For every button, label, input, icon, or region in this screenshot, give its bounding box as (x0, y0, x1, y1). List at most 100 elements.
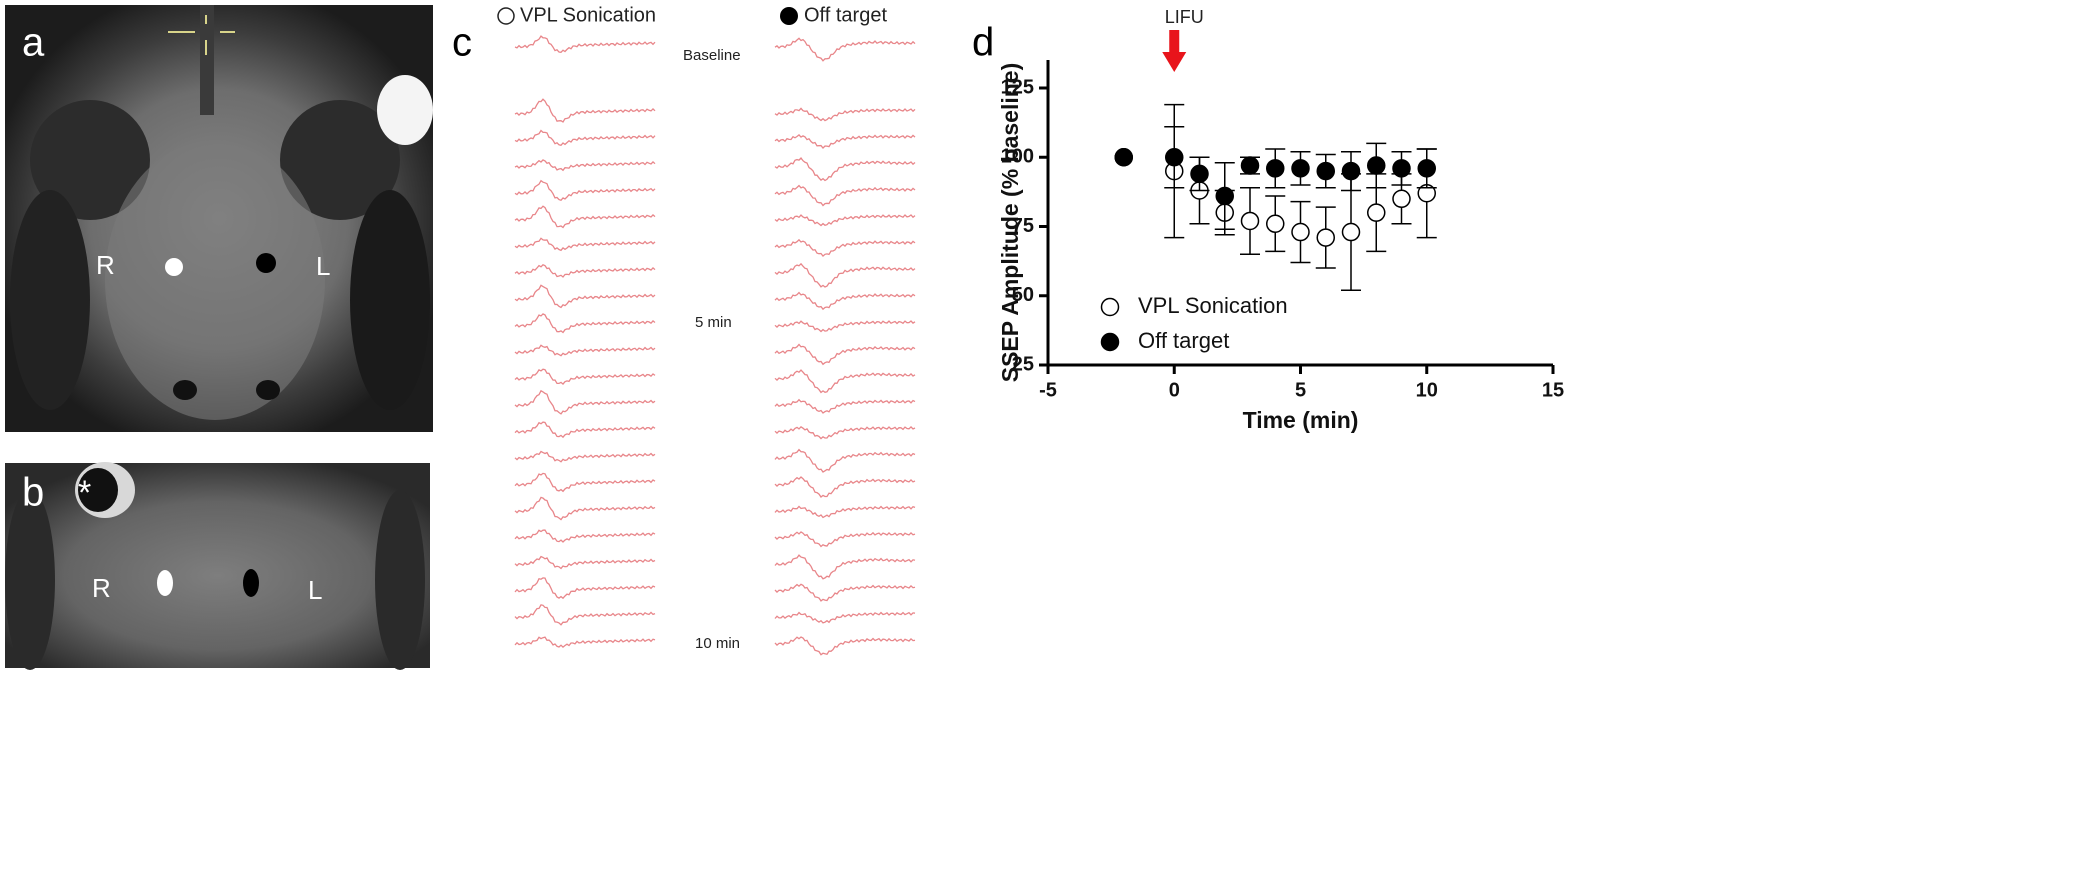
trace (514, 555, 656, 570)
point (1392, 189, 1411, 209)
point (1367, 203, 1386, 222)
point (1341, 222, 1361, 242)
trace (514, 98, 656, 123)
trace (774, 476, 916, 498)
trace (774, 398, 916, 414)
x-tick-label: 15 (1542, 379, 1564, 401)
legend-label: Off target (804, 4, 887, 26)
legend-label: VPL Sonication (1138, 293, 1288, 318)
chart: 25 50 75 100 125 -5 0 5 10 15 Time (min) SSEP Ampli… (997, 7, 1564, 433)
trace (514, 496, 656, 521)
y-tick-label: 75 (1012, 215, 1034, 237)
side-label: L (316, 251, 330, 281)
y-tick-label: 100 (1001, 146, 1034, 168)
annotation: LIFU (1165, 7, 1204, 27)
point (1367, 156, 1386, 175)
trace (774, 554, 916, 580)
trace (514, 284, 656, 309)
side-label: R (96, 250, 115, 280)
trace (514, 179, 656, 202)
point (1392, 159, 1411, 178)
trace (514, 264, 656, 278)
point (1316, 161, 1335, 181)
trace (514, 389, 656, 415)
trace (514, 313, 656, 334)
point (1316, 228, 1335, 247)
trace (774, 262, 916, 288)
trace (514, 450, 656, 463)
trace (774, 214, 916, 227)
annotation-arrow (1162, 30, 1187, 72)
point (1291, 159, 1310, 178)
trace (774, 184, 916, 207)
point (1266, 159, 1285, 178)
trace (774, 320, 916, 333)
point (1190, 164, 1209, 184)
trace (514, 35, 656, 53)
marker-label: * (78, 474, 91, 512)
time-label: 5 min (695, 314, 732, 331)
trace (774, 611, 916, 624)
y-tick-label: 50 (1012, 284, 1034, 306)
trace (774, 291, 916, 311)
point (1291, 222, 1310, 242)
x-tick-label: 5 (1295, 379, 1306, 401)
point (1266, 214, 1285, 233)
mri-coronal (5, 462, 430, 670)
trace (514, 604, 656, 626)
trace (774, 531, 916, 548)
trace (774, 37, 916, 62)
trace (514, 368, 656, 386)
time-label: 10 min (695, 635, 740, 652)
legend-label: Off target (1138, 328, 1229, 353)
point (1114, 148, 1133, 167)
trace (514, 237, 656, 252)
trace (514, 577, 656, 600)
trace (774, 448, 916, 473)
trace (514, 159, 656, 172)
point (1417, 159, 1436, 178)
trace (774, 636, 916, 656)
time-label: Baseline (683, 47, 741, 64)
point (1215, 186, 1234, 206)
point (1240, 211, 1260, 231)
point (1341, 161, 1361, 181)
trace (514, 205, 656, 229)
trace (514, 636, 656, 648)
traces (514, 35, 916, 656)
panel-label: b (22, 471, 44, 515)
trace (774, 134, 916, 149)
trace (514, 472, 656, 493)
trace (514, 529, 656, 543)
side-label: R (92, 573, 111, 603)
trace (774, 343, 916, 366)
panel-label: a (22, 21, 45, 65)
panel-label: d (972, 21, 994, 65)
trace (514, 129, 656, 147)
mri-axial (5, 5, 433, 432)
legend-label: VPL Sonication (520, 4, 656, 26)
trace (774, 156, 916, 182)
point (1240, 156, 1260, 175)
trace (774, 107, 916, 122)
legend-symbol (1100, 297, 1120, 317)
trace (514, 344, 656, 357)
trace (774, 238, 916, 258)
trace (774, 505, 916, 519)
x-tick-label: 0 (1169, 379, 1180, 401)
y-axis-title: SSEP Amplitude (% baseline) (997, 63, 1023, 383)
x-tick-label: -5 (1039, 379, 1057, 401)
y-tick-label: 25 (1012, 353, 1034, 375)
trace (774, 583, 916, 602)
trace (514, 421, 656, 439)
y-tick-label: 125 (1001, 76, 1034, 98)
point (1165, 148, 1184, 167)
x-tick-label: 10 (1416, 379, 1438, 401)
legend-symbol (497, 7, 515, 25)
trace (774, 425, 916, 440)
legend-symbol (1100, 332, 1120, 352)
trace (774, 369, 916, 394)
legend-symbol (780, 7, 798, 25)
panel-label: c (452, 21, 472, 65)
